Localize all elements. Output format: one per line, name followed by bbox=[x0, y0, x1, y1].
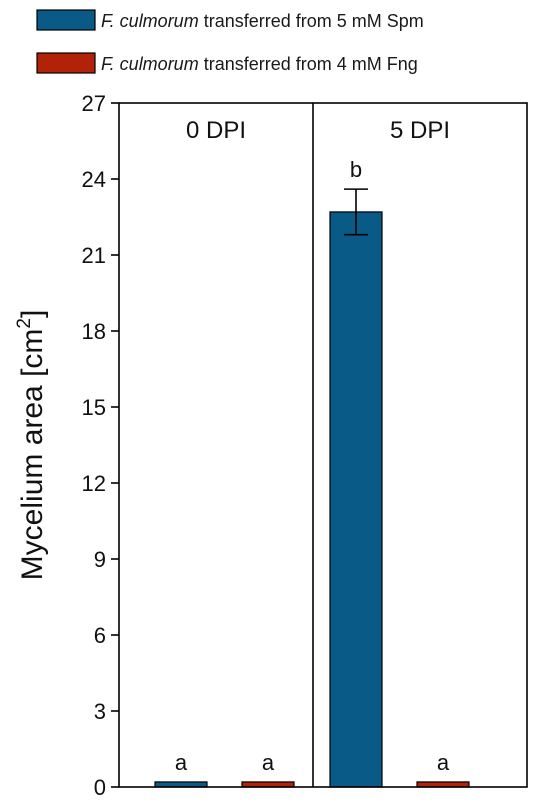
legend-species-fng: F. culmorum bbox=[101, 54, 199, 74]
bar-series bbox=[154, 211, 470, 788]
significance-labels: a b a a bbox=[175, 157, 450, 775]
y-tick-label: 15 bbox=[82, 395, 106, 420]
y-axis-title-close: ] bbox=[16, 310, 49, 318]
panel-label: 0 DPI bbox=[186, 117, 246, 144]
y-tick-label: 9 bbox=[94, 547, 106, 572]
significance-label: a bbox=[175, 750, 188, 775]
legend-item-fng: F. culmorum transferred from 4 mM Fng bbox=[36, 52, 418, 74]
y-tick-label: 12 bbox=[82, 471, 106, 496]
y-axis-title-text: Mycelium area [cm bbox=[16, 329, 49, 581]
y-tick-label: 18 bbox=[82, 319, 106, 344]
y-tick-label: 27 bbox=[82, 91, 106, 116]
panel-label: 5 DPI bbox=[390, 117, 450, 144]
y-tick-label: 24 bbox=[82, 167, 106, 192]
y-axis-title: Mycelium area [cm2] bbox=[14, 310, 49, 581]
significance-label: b bbox=[350, 157, 362, 182]
legend-species-spm: F. culmorum bbox=[101, 11, 199, 31]
y-tick-label: 6 bbox=[94, 623, 106, 648]
y-axis: 0 3 6 9 12 15 18 21 24 27 bbox=[82, 91, 119, 800]
y-axis-title-superscript: 2 bbox=[14, 318, 35, 329]
legend-label-spm: F. culmorum transferred from 5 mM Spm bbox=[101, 11, 424, 31]
y-tick-label: 0 bbox=[94, 775, 106, 800]
y-tick-label: 3 bbox=[94, 699, 106, 724]
legend-swatch-spm bbox=[36, 9, 96, 31]
error-bars bbox=[344, 188, 368, 236]
significance-label: a bbox=[262, 750, 275, 775]
bar bbox=[329, 211, 383, 788]
legend-label-fng: F. culmorum transferred from 4 mM Fng bbox=[101, 54, 418, 74]
significance-label: a bbox=[437, 750, 450, 775]
legend-rest-spm: transferred from 5 mM Spm bbox=[199, 11, 424, 31]
legend-swatch-fng bbox=[36, 52, 96, 74]
legend-item-spm: F. culmorum transferred from 5 mM Spm bbox=[36, 9, 424, 31]
chart-panels: 0 DPI 5 DPI bbox=[186, 117, 450, 144]
legend: F. culmorum transferred from 5 mM Spm F.… bbox=[36, 9, 424, 74]
legend-rest-fng: transferred from 4 mM Fng bbox=[199, 54, 418, 74]
plot-frame bbox=[118, 102, 528, 788]
y-tick-label: 21 bbox=[82, 243, 106, 268]
